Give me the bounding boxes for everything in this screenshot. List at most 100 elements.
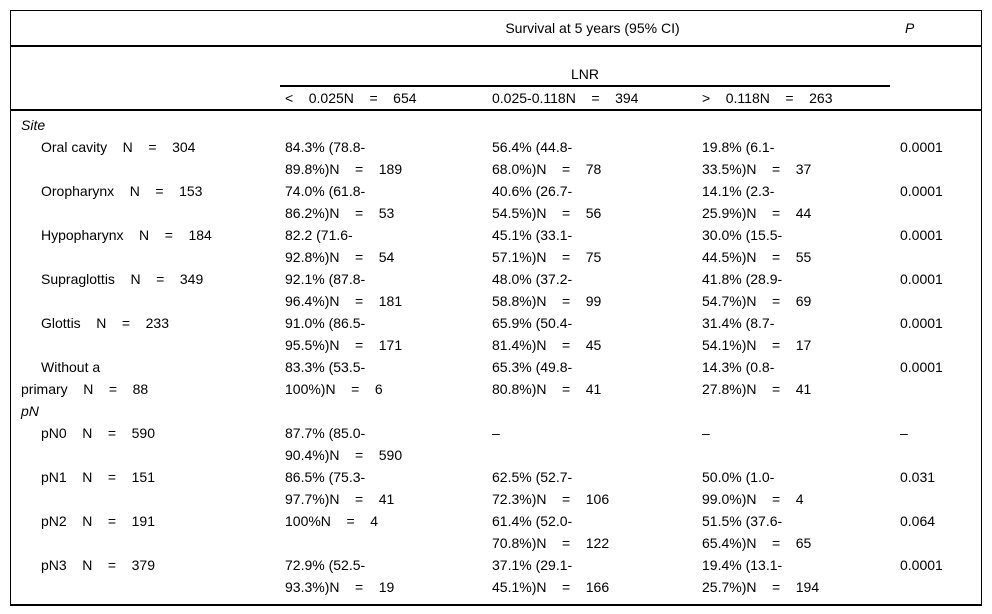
survival-value-line: 37.1% (29.1-	[492, 557, 573, 573]
header-rule-bottom	[11, 109, 981, 111]
lnr-high-cell: 30.0% (15.5- 44.5%)N = 55	[702, 224, 900, 268]
lnr-high-cell: –	[702, 422, 900, 466]
survival-value-line: 45.1% (33.1-	[492, 227, 573, 243]
header-rule-top	[11, 45, 981, 47]
lnr-mid-cell: 56.4% (44.8- 68.0%)N = 78	[492, 136, 702, 180]
survival-value-line: 54.7%)N = 69	[702, 293, 812, 309]
row-label: pN3 N = 379	[21, 554, 285, 598]
row-label-line: pN0 N = 590	[41, 425, 156, 441]
p-value: 0.0001	[900, 557, 943, 573]
survival-value-line: 65.3% (49.8-	[492, 359, 573, 375]
row-label-line: primary N = 88	[21, 381, 149, 397]
table-row: Oral cavity N = 304 84.3% (78.8- 89.8%)N =…	[11, 136, 981, 180]
lnr-mid-cell: 45.1% (33.1- 57.1%)N = 75	[492, 224, 702, 268]
lnr-high-cell: 19.4% (13.1- 25.7%)N = 194	[702, 554, 900, 598]
row-label: Oral cavity N = 304	[21, 136, 285, 180]
table-row: pN1 N = 151 86.5% (75.3- 97.7%)N = 41 62.5%…	[11, 466, 981, 510]
row-label: Oropharynx N = 153	[21, 180, 285, 224]
lnr-mid-cell: 65.9% (50.4- 81.4%)N = 45	[492, 312, 702, 356]
p-column-header: P	[905, 20, 915, 36]
survival-value-line: –	[492, 425, 500, 441]
survival-value-line: 19.8% (6.1-	[702, 139, 775, 155]
p-value: 0.0001	[900, 359, 943, 375]
lnr-high-cell: 19.8% (6.1- 33.5%)N = 37	[702, 136, 900, 180]
header-spacer-left	[21, 47, 285, 87]
lnr-mid-cell: 48.0% (37.2- 58.8%)N = 99	[492, 268, 702, 312]
table-header-row-1: Survival at 5 years (95% CI) P	[11, 11, 981, 45]
survival-value-line: 27.8%)N = 41	[702, 381, 812, 397]
row-label-line: pN1 N = 151	[41, 469, 156, 485]
survival-value-line: 62.5% (52.7-	[492, 469, 573, 485]
survival-value-line: 68.0%)N = 78	[492, 161, 602, 177]
survival-value-line: 72.3%)N = 106	[492, 491, 610, 507]
lnr-mid-column-header: 0.025-0.118N = 394	[492, 90, 639, 106]
survival-value-line: 44.5%)N = 55	[702, 249, 812, 265]
survival-value-line: 99.0%)N = 4	[702, 491, 804, 507]
survival-value-line: 100%N = 4	[285, 513, 378, 529]
survival-value-line: 61.4% (52.0-	[492, 513, 573, 529]
survival-value-line: 25.9%)N = 44	[702, 205, 812, 221]
section-title: pN	[21, 403, 39, 419]
survival-value-line: 14.3% (0.8-	[702, 359, 775, 375]
row-label: Hypopharynx N = 184	[21, 224, 285, 268]
survival-value-line: 74.0% (61.8-	[285, 183, 366, 199]
survival-value-line: 80.8%)N = 41	[492, 381, 602, 397]
survival-value-line: 97.7%)N = 41	[285, 491, 395, 507]
survival-value-line: 65.9% (50.4-	[492, 315, 573, 331]
lnr-low-cell: 100%N = 4	[285, 510, 492, 554]
table-header-row-2: LNR	[11, 47, 981, 87]
survival-value-line: 92.8%)N = 54	[285, 249, 395, 265]
survival-value-line: 25.7%)N = 194	[702, 579, 820, 595]
table-row: pN0 N = 590 87.7% (85.0- 90.4%)N = 590 – – –	[11, 422, 981, 466]
lnr-low-cell: 74.0% (61.8- 86.2%)N = 53	[285, 180, 492, 224]
table-row: Oropharynx N = 153 74.0% (61.8- 86.2%)N = …	[11, 180, 981, 224]
survival-table: Survival at 5 years (95% CI) P LNR < 0.0…	[10, 10, 982, 606]
lnr-mid-cell: 61.4% (52.0- 70.8%)N = 122	[492, 510, 702, 554]
survival-value-line: 50.0% (1.0-	[702, 469, 775, 485]
table-row: pN3 N = 379 72.9% (52.5- 93.3%)N = 19 37.1%…	[11, 554, 981, 598]
survival-value-line: 82.2 (71.6-	[285, 227, 353, 243]
survival-value-line: 86.5% (75.3-	[285, 469, 366, 485]
lnr-mid-cell: 65.3% (49.8- 80.8%)N = 41	[492, 356, 702, 400]
table-header-row-3: < 0.025N = 654 0.025-0.118N = 394 > 0.11…	[11, 87, 981, 109]
p-value: 0.0001	[900, 315, 943, 331]
survival-value-line: 95.5%)N = 171	[285, 337, 403, 353]
lnr-high-cell: 14.3% (0.8- 27.8%)N = 41	[702, 356, 900, 400]
lnr-high-cell: 31.4% (8.7- 54.1%)N = 17	[702, 312, 900, 356]
row-label: Glottis N = 233	[21, 312, 285, 356]
survival-value-line: 31.4% (8.7-	[702, 315, 775, 331]
p-value: 0.0001	[900, 183, 943, 199]
table-row: pN2 N = 191 100%N = 4 61.4% (52.0- 70.8%)N …	[11, 510, 981, 554]
lnr-high-cell: 41.8% (28.9- 54.7%)N = 69	[702, 268, 900, 312]
lnr-mid-cell: 62.5% (52.7- 72.3%)N = 106	[492, 466, 702, 510]
p-value: 0.0001	[900, 139, 943, 155]
row-label-line: pN3 N = 379	[41, 557, 156, 573]
lnr-low-cell: 91.0% (86.5- 95.5%)N = 171	[285, 312, 492, 356]
survival-value-line: 84.3% (78.8-	[285, 139, 366, 155]
survival-value-line: 41.8% (28.9-	[702, 271, 783, 287]
lnr-group-header: LNR	[280, 47, 890, 87]
survival-value-line: 72.9% (52.5-	[285, 557, 366, 573]
survival-value-line: 92.1% (87.8-	[285, 271, 366, 287]
row-label: pN2 N = 191	[21, 510, 285, 554]
survival-value-line: 65.4%)N = 65	[702, 535, 812, 551]
survival-value-line: 91.0% (86.5-	[285, 315, 366, 331]
lnr-low-cell: 82.2 (71.6- 92.8%)N = 54	[285, 224, 492, 268]
survival-value-line: 81.4%)N = 45	[492, 337, 602, 353]
survival-value-line: 100%)N = 6	[285, 381, 383, 397]
survival-value-line: 48.0% (37.2-	[492, 271, 573, 287]
lnr-high-cell: 50.0% (1.0- 99.0%)N = 4	[702, 466, 900, 510]
lnr-low-cell: 72.9% (52.5- 93.3%)N = 19	[285, 554, 492, 598]
lnr-mid-cell: –	[492, 422, 702, 466]
survival-value-line: –	[702, 425, 710, 441]
p-value: 0.031	[900, 469, 936, 485]
survival-value-line: 58.8%)N = 99	[492, 293, 602, 309]
lnr-low-cell: 92.1% (87.8- 96.4%)N = 181	[285, 268, 492, 312]
survival-value-line: 96.4%)N = 181	[285, 293, 403, 309]
header-spacer-right	[900, 89, 981, 107]
p-value: 0.0001	[900, 271, 943, 287]
table-row: Supraglottis N = 349 92.1% (87.8- 96.4%)N …	[11, 268, 981, 312]
table-row: Without a primary N = 88 83.3% (53.5- 100%)…	[11, 356, 981, 400]
row-label-line: Supraglottis N = 349	[41, 271, 204, 287]
